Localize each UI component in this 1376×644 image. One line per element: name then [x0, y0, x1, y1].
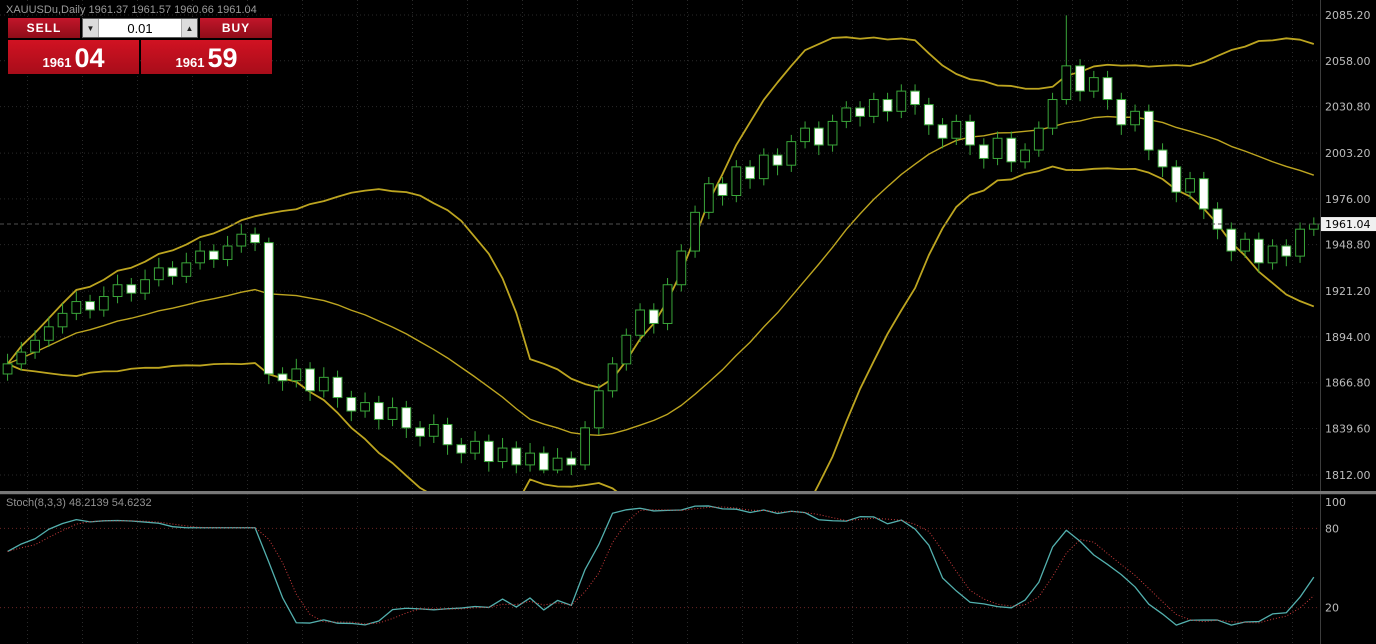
svg-text:1961.04: 1961.04 [1325, 218, 1371, 231]
main-price-chart[interactable]: 2085.20 2058.00 2030.80 2003.20 1976.00 1948.… [0, 0, 1376, 491]
svg-text:20: 20 [1325, 602, 1339, 615]
svg-text:1894.00: 1894.00 [1325, 331, 1371, 344]
chart-title-ohlc: XAUUSDu,Daily 1961.37 1961.57 1960.66 19… [6, 4, 257, 16]
svg-text:2030.80: 2030.80 [1325, 101, 1371, 114]
sell-button[interactable]: SELL [8, 18, 80, 38]
volume-increase-button[interactable]: ▲ [181, 19, 197, 37]
volume-dropdown-button[interactable]: ▼ [83, 19, 99, 37]
stochastic-indicator-panel[interactable]: 100 80 20 [0, 494, 1376, 644]
svg-text:1812.00: 1812.00 [1325, 469, 1371, 482]
bollinger-lower-band [7, 165, 1315, 491]
trade-buttons-row: SELL ▼ 0.01 ▲ BUY [8, 18, 272, 38]
volume-input[interactable]: 0.01 [127, 20, 153, 36]
sell-price-whole: 1961 [42, 55, 72, 71]
sell-price-display[interactable]: 1961 04 [8, 40, 139, 74]
svg-text:1866.80: 1866.80 [1325, 377, 1371, 390]
bollinger-bands [6, 36, 1315, 491]
bollinger-middle-band [7, 115, 1315, 436]
buy-button[interactable]: BUY [200, 18, 272, 38]
svg-text:2085.20: 2085.20 [1325, 9, 1371, 22]
indicator-scale-labels: 100 80 20 [1325, 496, 1346, 615]
indicator-grid [27, 494, 1293, 644]
svg-text:2058.00: 2058.00 [1325, 55, 1371, 68]
price-axis-labels: 2085.20 2058.00 2030.80 2003.20 1976.00 1948.… [1325, 9, 1371, 482]
svg-text:1839.60: 1839.60 [1325, 423, 1371, 436]
stochastic-label: Stoch(8,3,3) 48.2139 54.6232 [6, 497, 152, 509]
stochastic-level-lines [0, 527, 1320, 609]
svg-text:1948.80: 1948.80 [1325, 239, 1371, 252]
buy-price-display[interactable]: 1961 59 [141, 40, 272, 74]
trade-prices-row: 1961 04 1961 59 [8, 40, 272, 74]
sell-price-pips: 04 [74, 43, 105, 74]
svg-text:100: 100 [1325, 496, 1346, 509]
bollinger-upper-band [6, 36, 1315, 389]
buy-price-whole: 1961 [175, 55, 205, 71]
current-price-tag: 1961.04 [1321, 217, 1376, 232]
volume-control: ▼ 0.01 ▲ [82, 18, 198, 38]
svg-text:1976.00: 1976.00 [1325, 193, 1371, 206]
stochastic-signal-line [7, 506, 1315, 625]
chevron-down-icon: ▼ [86, 23, 95, 33]
stochastic-main-line [7, 505, 1315, 626]
one-click-trading-panel: SELL ▼ 0.01 ▲ BUY 1961 04 1961 59 [8, 18, 272, 74]
svg-text:2003.20: 2003.20 [1325, 147, 1371, 160]
svg-text:80: 80 [1325, 522, 1339, 535]
chevron-up-icon: ▲ [185, 23, 194, 33]
candles [2, 15, 1319, 475]
buy-price-pips: 59 [207, 43, 238, 74]
svg-text:1921.20: 1921.20 [1325, 285, 1371, 298]
